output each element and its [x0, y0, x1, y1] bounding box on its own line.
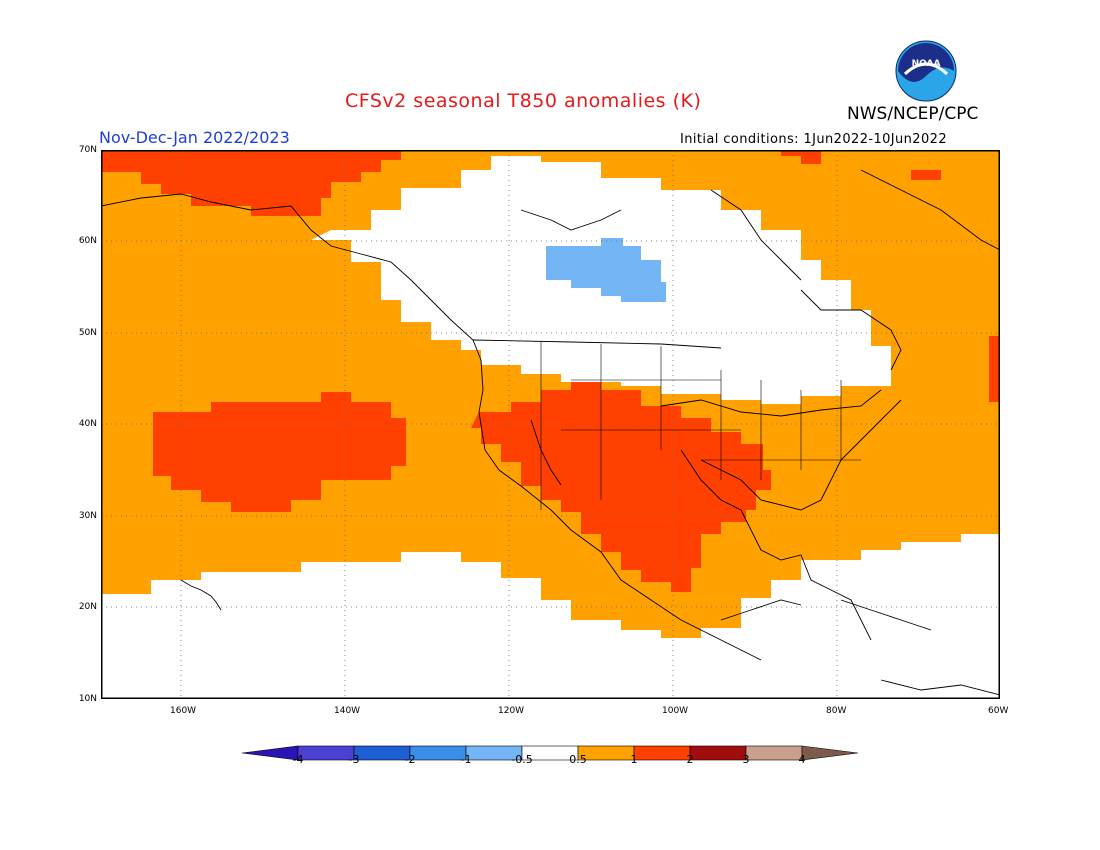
- colorbar-tick-label: 3: [742, 753, 750, 766]
- colorbar-segment: [633, 745, 691, 761]
- colorbar-tick-label: -4: [292, 753, 304, 766]
- forecast-period: Nov-Dec-Jan 2022/2023: [99, 128, 290, 147]
- colorbar: [241, 745, 859, 761]
- colorbar-tick-label: -2: [404, 753, 416, 766]
- lat-label-60n: 60N: [78, 236, 97, 246]
- lat-label-70n: 70N: [78, 145, 97, 155]
- warm-region-pacific: [153, 392, 406, 512]
- warm-region-ne-canada: [781, 150, 821, 164]
- lat-label-50n: 50N: [78, 328, 97, 338]
- map-frame: [101, 150, 1000, 699]
- lon-label-80w: 80W: [826, 706, 847, 716]
- warm-region-alaska: [101, 150, 401, 216]
- lat-label-30n: 30N: [78, 511, 97, 521]
- neutral-region-south: [101, 534, 1000, 699]
- state-borders: [540, 342, 861, 510]
- colorbar-segment: [409, 745, 467, 761]
- colorbar-tick-label: 2: [686, 753, 694, 766]
- colorbar-segment: [745, 745, 803, 761]
- lon-label-140w: 140W: [334, 706, 361, 716]
- initial-conditions: Initial conditions: 1Jun2022-10Jun2022: [680, 132, 947, 147]
- colorbar-tick-label: -0.5: [511, 753, 533, 766]
- coastlines: [101, 169, 1000, 696]
- chart-title: CFSv2 seasonal T850 anomalies (K): [345, 90, 702, 112]
- lat-label-20n: 20N: [78, 602, 97, 612]
- noaa-logo-text: NOAA: [912, 59, 941, 69]
- colorbar-tick-label: 0.5: [569, 753, 587, 766]
- agency-label: NWS/NCEP/CPC: [847, 104, 979, 124]
- lon-label-160w: 160W: [170, 706, 197, 716]
- colorbar-arrow-low: [241, 745, 299, 761]
- colorbar-segment: [297, 745, 355, 761]
- cool-region-canada: [546, 238, 666, 302]
- anomaly-map: [101, 150, 1000, 699]
- colorbar-tick-label: 1: [630, 753, 638, 766]
- warm-region-greenland-edge: [911, 170, 941, 180]
- lat-label-40n: 40N: [78, 419, 97, 429]
- colorbar-tick-label: -3: [348, 753, 360, 766]
- warm-region-atlantic-edge: [989, 336, 1000, 402]
- lon-label-120w: 120W: [498, 706, 525, 716]
- colorbar-segment: [353, 745, 411, 761]
- lon-label-100w: 100W: [662, 706, 689, 716]
- colorbar-tick-label: -1: [460, 753, 472, 766]
- noaa-logo: NOAA: [895, 40, 957, 102]
- warm-region-southwest-us: [471, 382, 771, 592]
- lat-label-10n: 10N: [78, 694, 97, 704]
- colorbar-arrow-high: [801, 745, 859, 761]
- lon-label-60w: 60W: [988, 706, 1009, 716]
- colorbar-tick-label: 4: [798, 753, 806, 766]
- colorbar-segment: [689, 745, 747, 761]
